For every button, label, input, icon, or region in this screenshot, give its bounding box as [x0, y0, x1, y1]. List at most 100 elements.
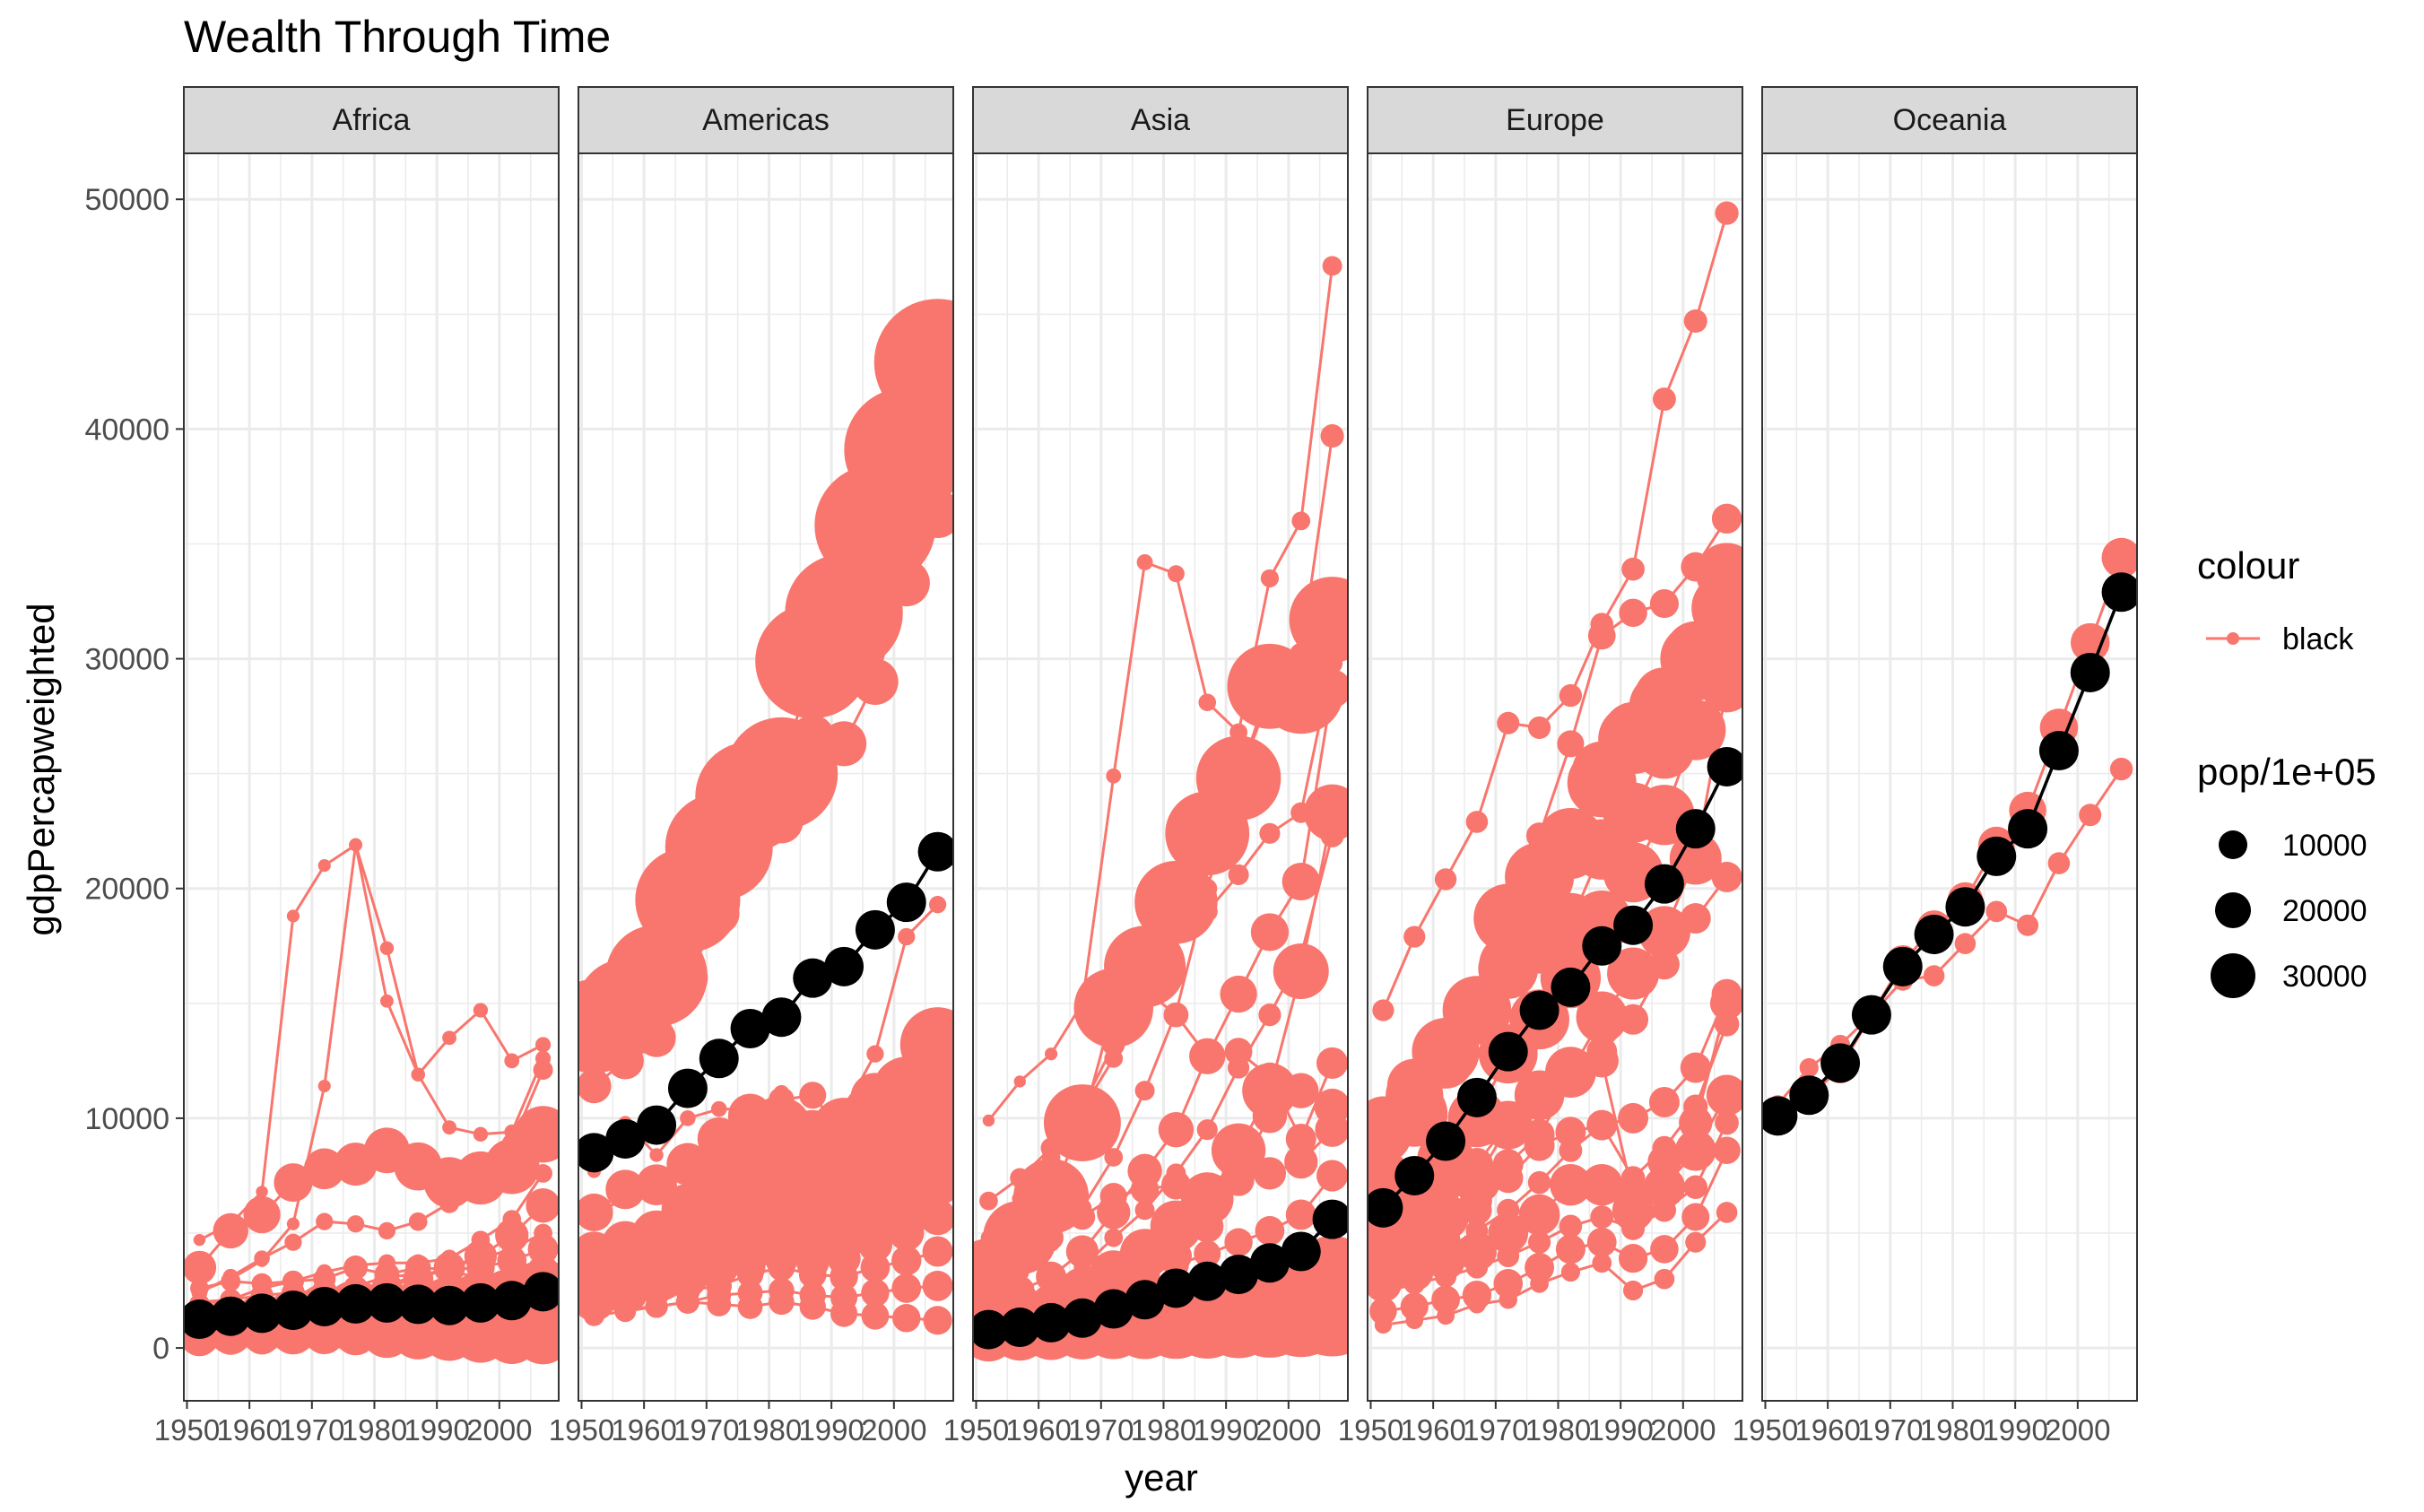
country-series — [1372, 1110, 1739, 1304]
country-series-point — [1553, 1048, 1588, 1082]
country-series-point — [1493, 1269, 1524, 1299]
country-series-point — [1557, 730, 1585, 758]
x-tick-label: 1970 — [673, 1413, 739, 1447]
country-series-point — [1581, 1164, 1623, 1206]
country-series-point — [1559, 683, 1583, 708]
x-tick-label: 1970 — [1068, 1413, 1134, 1447]
country-series-point — [1559, 1214, 1583, 1238]
weighted-series-point — [242, 1293, 282, 1334]
country-series-point — [1434, 868, 1457, 891]
country-series-point — [1125, 1310, 1165, 1351]
country-series-point — [1166, 924, 1186, 944]
weighted-series-point — [1312, 1199, 1348, 1239]
weighted-series-point — [1219, 1255, 1259, 1295]
weighted-series-point — [2008, 809, 2048, 849]
country-series-point — [316, 1212, 334, 1230]
country-series-point — [1619, 598, 1647, 628]
country-series-point — [861, 1278, 890, 1308]
country-series-point — [857, 1227, 893, 1263]
x-tick-label: 1970 — [279, 1413, 344, 1447]
weighted-series-point — [730, 1009, 770, 1049]
y-tick-label: 50000 — [84, 183, 169, 217]
country-series-point — [1586, 1227, 1617, 1257]
country-series-point — [1462, 1195, 1492, 1226]
country-series-point — [922, 1270, 953, 1301]
country-series-point — [1649, 589, 1679, 619]
weighted-series-point — [335, 1283, 376, 1324]
country-series-point — [534, 1164, 552, 1183]
country-series-point — [1322, 653, 1343, 674]
country-series-point — [1155, 1308, 1197, 1351]
country-series-point — [1304, 784, 1348, 841]
weighted-series-point — [1644, 864, 1684, 904]
country-series-point — [1369, 1297, 1397, 1325]
country-series-point — [1654, 1268, 1675, 1290]
country-series-point — [928, 896, 947, 914]
weighted-series-point — [1093, 1289, 1134, 1329]
weighted-series-point — [2070, 652, 2110, 692]
country-series-point — [1038, 1225, 1064, 1251]
weighted-series-point — [973, 1309, 1009, 1350]
x-tick-label: 1950 — [943, 1413, 1009, 1447]
country-series-point — [1260, 569, 1280, 588]
country-series-point — [644, 1246, 669, 1272]
country-series-point — [980, 1230, 997, 1246]
legend-size-key — [2211, 953, 2255, 998]
country-series-point — [1196, 1119, 1218, 1141]
country-series-point — [213, 1212, 248, 1249]
weighted-series-point — [430, 1285, 470, 1325]
country-series-point — [1255, 1062, 1284, 1091]
weighted-series — [973, 1199, 1348, 1350]
country-series-point — [667, 958, 708, 999]
facet-strip-label: Africa — [333, 103, 411, 137]
country-series-point — [1716, 1202, 1738, 1223]
x-tick-label: 1960 — [216, 1413, 282, 1447]
country-series-point — [1497, 711, 1520, 734]
weighted-series-point — [304, 1286, 344, 1326]
country-series-point — [2079, 804, 2102, 827]
country-series-point — [1648, 949, 1680, 980]
weighted-series-point — [1551, 967, 1591, 1007]
legend-size-title: pop/1e+05 — [2197, 751, 2376, 793]
country-series-point — [1618, 1244, 1648, 1273]
x-tick-label: 1950 — [1733, 1413, 1798, 1447]
country-series-point — [705, 1219, 733, 1247]
country-series-point — [1070, 1276, 1094, 1300]
y-tick-label: 20000 — [84, 873, 169, 907]
country-series-point — [799, 1082, 827, 1109]
y-tick-label: 10000 — [84, 1102, 169, 1136]
weighted-series-point — [1000, 1308, 1040, 1348]
country-series-point — [1228, 768, 1249, 789]
country-series-point — [1196, 900, 1218, 922]
country-series-point — [1228, 864, 1249, 885]
weighted-series-point — [761, 997, 802, 1038]
country-series-point — [982, 1114, 995, 1127]
country-series-point — [919, 1198, 953, 1236]
x-tick-label: 2000 — [2045, 1413, 2110, 1447]
country-series-point — [254, 1250, 270, 1266]
country-series-point — [1527, 716, 1551, 740]
x-tick-label: 1960 — [1794, 1413, 1860, 1447]
country-series-point — [1488, 1212, 1529, 1254]
country-series-point — [680, 1110, 696, 1126]
country-series-point — [1220, 975, 1257, 1013]
legend-size-label: 10000 — [2282, 829, 2368, 863]
x-tick-label: 1980 — [1131, 1413, 1196, 1447]
x-tick-label: 2000 — [1255, 1413, 1321, 1447]
y-axis-label: gdpPercapweighted — [20, 603, 62, 935]
weighted-series-point — [1820, 1043, 1861, 1083]
country-series-point — [760, 800, 804, 844]
y-tick-label: 30000 — [84, 643, 169, 677]
country-series-point — [1923, 965, 1945, 986]
x-tick-label: 1990 — [1587, 1413, 1653, 1447]
weighted-series-point — [1125, 1280, 1165, 1320]
country-series-point — [286, 1217, 300, 1230]
country-series-point — [1527, 1170, 1551, 1195]
plot-data — [184, 838, 559, 1365]
country-series-point — [1522, 1081, 1557, 1115]
country-series-point — [1316, 1160, 1348, 1192]
country-series-point — [1518, 1194, 1560, 1236]
